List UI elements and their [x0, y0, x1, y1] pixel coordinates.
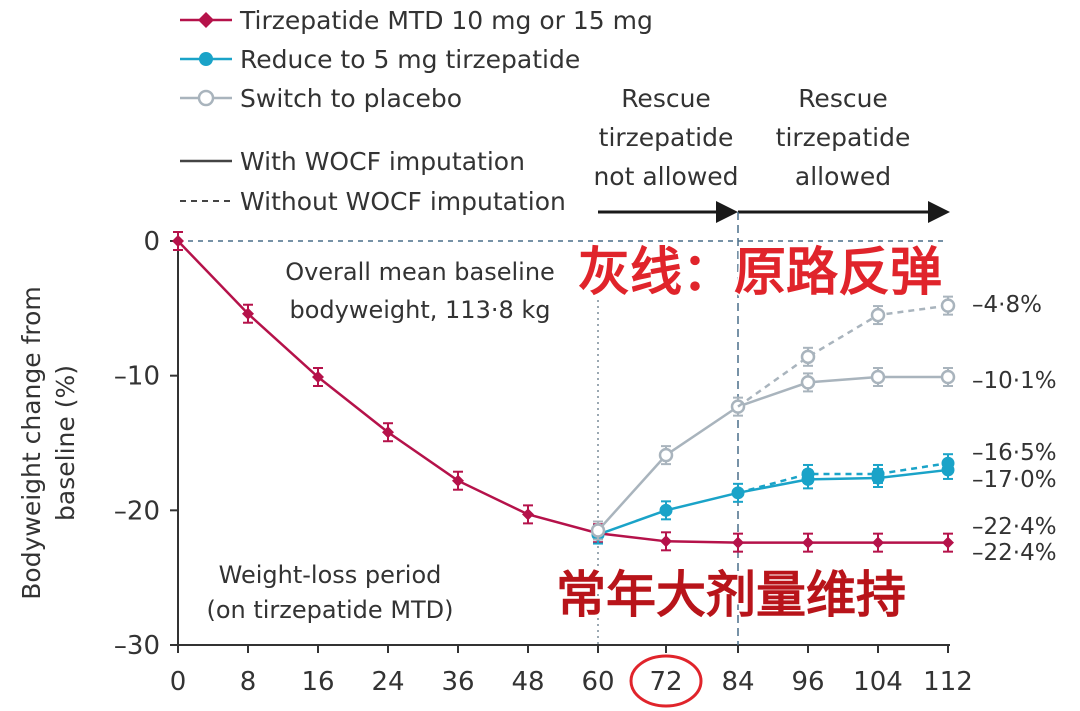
data-point-reduce-to-5-mg-tirzepatide-without-wocf — [801, 467, 815, 481]
y-tick-label: –10 — [114, 362, 160, 392]
x-tick-label: 96 — [791, 667, 824, 697]
x-axis-ticks: 0 8 16 24 36 48 60 72 84 96 104 112 — [170, 645, 973, 697]
rescue-na-line3: not allowed — [593, 162, 738, 191]
rescue-na-line1: Rescue — [621, 84, 711, 113]
data-point-switch-to-placebo — [658, 447, 674, 463]
x-tick-label: 104 — [853, 667, 903, 697]
data-point-tirzepatide-mtd-10-mg-or-15-mg — [452, 474, 464, 487]
data-point-tirzepatide-mtd-10-mg-or-15-mg — [312, 371, 324, 384]
rescue-not-allowed-label: Rescue tirzepatide not allowed — [593, 84, 738, 191]
data-point-tirzepatide-mtd-10-mg-or-15-mg — [942, 536, 954, 549]
y-axis-label-line2: baseline (%) — [51, 365, 80, 521]
data-point-tirzepatide-mtd-10-mg-or-15-mg — [522, 508, 534, 521]
end-label-mtd-solid: –22·4% — [972, 514, 1057, 540]
data-point-switch-to-placebo-without-wocf — [800, 349, 816, 365]
x-tick-label: 72 — [649, 667, 682, 697]
end-label-placebo-dashed: –4·8% — [972, 292, 1042, 318]
data-point-tirzepatide-mtd-10-mg-or-15-mg — [732, 536, 744, 549]
highlight-circle-72 — [629, 654, 703, 708]
data-point-switch-to-placebo-without-wocf — [870, 307, 886, 323]
data-point-tirzepatide-mtd-10-mg-or-15-mg — [382, 426, 394, 439]
reference-lines — [178, 212, 948, 645]
data-point-switch-to-placebo — [590, 523, 606, 538]
data-point-switch-to-placebo-without-wocf — [940, 298, 956, 313]
series-line-reduce-to-5-mg-tirzepatide-without-wocf — [737, 461, 949, 495]
period-note-line1: Weight-loss period — [219, 561, 442, 589]
data-point-tirzepatide-mtd-10-mg-or-15-mg — [802, 536, 814, 549]
legend-label-placebo: Switch to placebo — [240, 84, 462, 113]
legend-label-reduce-5mg: Reduce to 5 mg tirzepatide — [240, 45, 580, 74]
baseline-note-line1: Overall mean baseline — [285, 258, 555, 286]
series-layer — [172, 231, 956, 553]
end-label-reduce-solid: –17·0% — [972, 467, 1057, 493]
data-point-tirzepatide-mtd-10-mg-or-15-mg — [872, 536, 884, 549]
series-line-tirzepatide-mtd-10-mg-or-15-mg — [177, 240, 948, 544]
period-note-line2: (on tirzepatide MTD) — [206, 596, 453, 624]
y-tick-label: –30 — [114, 631, 160, 661]
rescue-allowed-label: Rescue tirzepatide allowed — [776, 84, 911, 191]
data-point-switch-to-placebo — [940, 369, 956, 385]
data-point-reduce-to-5-mg-tirzepatide — [659, 503, 673, 517]
legend-item-without-wocf: Without WOCF imputation — [180, 187, 566, 216]
data-point-switch-to-placebo — [870, 369, 886, 385]
x-tick-label: 48 — [511, 667, 544, 697]
legend-item-reduce-5mg: Reduce to 5 mg tirzepatide — [180, 45, 580, 74]
y-tick-label: –20 — [114, 496, 160, 526]
series-line-reduce-to-5-mg-tirzepatide — [597, 468, 949, 536]
x-tick-label: 36 — [441, 667, 474, 697]
x-tick-label: 60 — [581, 667, 614, 697]
data-point-reduce-to-5-mg-tirzepatide-without-wocf — [871, 467, 885, 481]
rescue-ok-line3: allowed — [795, 162, 891, 191]
y-tick-label: 0 — [143, 227, 160, 257]
annotation-grey-line: 灰线：原路反弹 — [578, 243, 942, 303]
end-label-placebo-solid: –10·1% — [972, 368, 1057, 394]
data-point-tirzepatide-mtd-10-mg-or-15-mg — [242, 307, 254, 320]
baseline-note-line2: bodyweight, 113·8 kg — [290, 296, 551, 324]
x-tick-label: 84 — [721, 667, 754, 697]
series-line-switch-to-placebo-without-wocf — [737, 304, 949, 408]
y-axis-label-line1: Bodyweight change from — [17, 286, 46, 599]
rescue-ok-line2: tirzepatide — [776, 123, 911, 152]
end-labels: –4·8% –10·1% –16·5% –17·0% –22·4% –22·4% — [972, 292, 1057, 566]
data-point-tirzepatide-mtd-10-mg-or-15-mg — [660, 535, 672, 548]
series-line-switch-to-placebo — [597, 375, 948, 532]
x-tick-label: 8 — [240, 667, 257, 697]
data-point-tirzepatide-mtd-10-mg-or-15-mg — [172, 235, 184, 247]
legend-item-with-wocf: With WOCF imputation — [180, 147, 525, 176]
data-point-switch-to-placebo — [800, 375, 816, 390]
legend-item-tirzepatide-mtd: Tirzepatide MTD 10 mg or 15 mg — [180, 6, 653, 35]
rescue-arrows — [598, 201, 950, 223]
legend: Tirzepatide MTD 10 mg or 15 mg Reduce to… — [180, 6, 653, 216]
x-tick-label: 0 — [170, 667, 187, 697]
annotation-maintain: 常年大剂量维持 — [556, 566, 906, 624]
legend-item-placebo: Switch to placebo — [180, 84, 462, 113]
axes — [177, 241, 950, 646]
data-point-reduce-to-5-mg-tirzepatide-without-wocf — [941, 456, 955, 470]
rescue-na-line2: tirzepatide — [599, 123, 734, 152]
rescue-ok-line1: Rescue — [798, 84, 888, 113]
y-axis-ticks: 0 –10 –20 –30 — [114, 227, 178, 661]
x-tick-label: 112 — [923, 667, 973, 697]
x-tick-label: 24 — [371, 667, 404, 697]
legend-label-with-wocf: With WOCF imputation — [240, 147, 525, 176]
legend-label-without-wocf: Without WOCF imputation — [240, 187, 566, 216]
end-label-mtd-dashed: –22·4% — [972, 540, 1057, 566]
x-tick-label: 16 — [301, 667, 334, 697]
end-label-reduce-dashed: –16·5% — [972, 440, 1057, 466]
legend-label-tirzepatide-mtd: Tirzepatide MTD 10 mg or 15 mg — [239, 6, 653, 35]
